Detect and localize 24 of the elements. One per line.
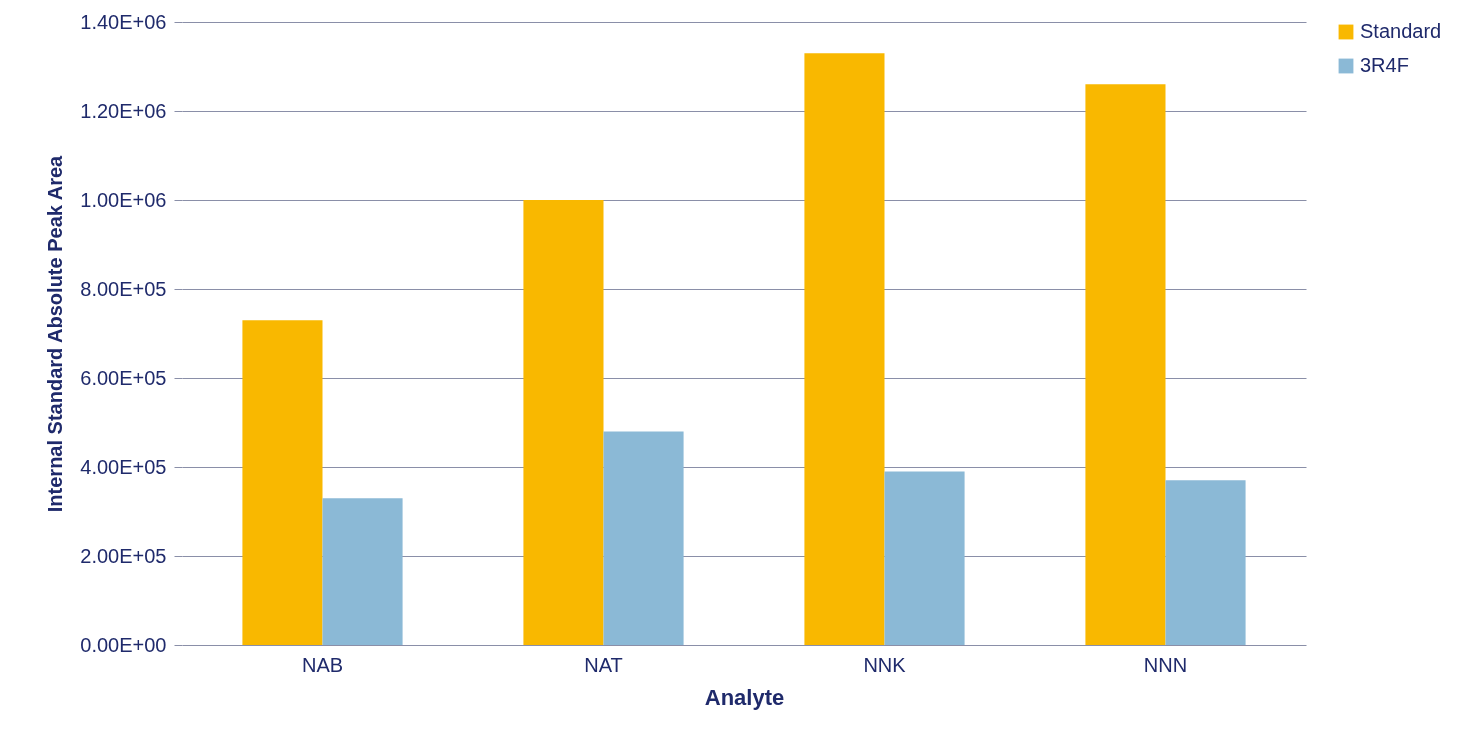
x-tick-label: NAB xyxy=(301,653,344,676)
bar xyxy=(603,431,684,645)
bar xyxy=(804,53,885,645)
legend-label: Standard xyxy=(1360,20,1442,42)
bar xyxy=(242,320,323,645)
y-tick-label: 1.00E+06 xyxy=(80,188,167,211)
y-tick-label: 1.20E+06 xyxy=(80,99,167,122)
x-tick-label: NAT xyxy=(584,653,623,676)
x-axis-title: Analyte xyxy=(704,684,785,710)
bar xyxy=(322,498,403,645)
x-tick-label: NNK xyxy=(863,653,907,676)
y-tick-label: 2.00E+05 xyxy=(80,544,167,567)
y-tick-label: 0.00E+00 xyxy=(80,633,167,656)
bar xyxy=(1165,480,1246,645)
bar xyxy=(884,471,965,645)
y-tick-label: 1.40E+06 xyxy=(80,10,167,33)
bar xyxy=(523,200,604,645)
y-tick-label: 8.00E+05 xyxy=(80,277,167,300)
y-tick-label: 6.00E+05 xyxy=(80,366,167,389)
legend-label: 3R4F xyxy=(1360,54,1409,76)
x-tick-label: NNN xyxy=(1143,653,1188,676)
y-tick-label: 4.00E+05 xyxy=(80,455,167,478)
bar xyxy=(1085,84,1166,645)
y-axis-title: Internal Standard Absolute Peak Area xyxy=(44,154,67,513)
